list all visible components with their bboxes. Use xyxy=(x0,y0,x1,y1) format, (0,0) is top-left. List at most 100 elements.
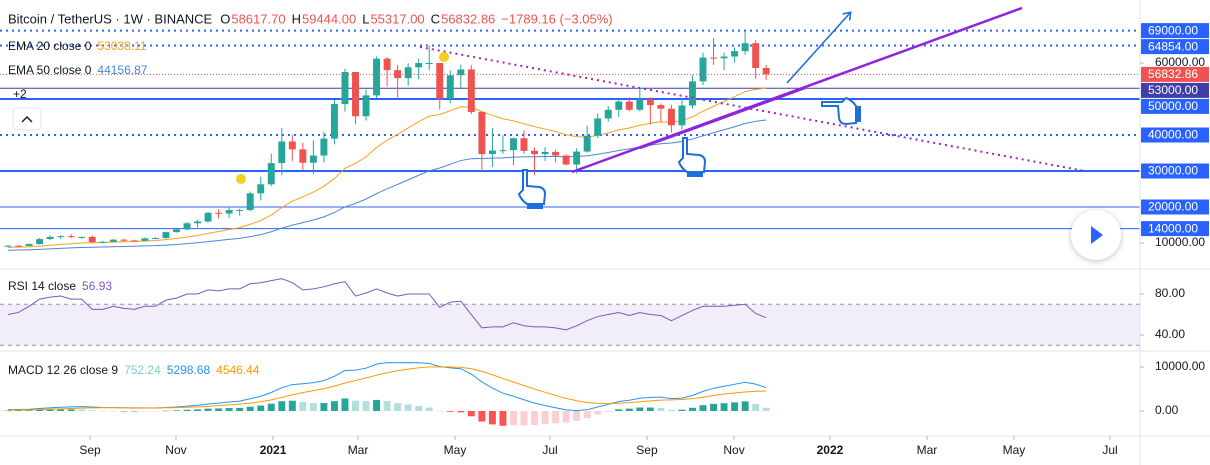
play-icon xyxy=(1091,226,1103,244)
macd-histogram-bar xyxy=(173,410,180,412)
x-tick-label: 2022 xyxy=(817,443,844,457)
candle-body xyxy=(531,150,538,155)
candle-body xyxy=(67,236,75,238)
candle-body xyxy=(762,67,770,75)
candle-body xyxy=(204,212,212,222)
macd-histogram-bar xyxy=(541,411,549,425)
macd-histogram-bar xyxy=(299,402,307,412)
macd-histogram-bar xyxy=(699,405,707,412)
macd-histogram-bar xyxy=(657,408,665,412)
macd-histogram-bar xyxy=(615,409,623,412)
arrow xyxy=(786,13,850,84)
hand-icon xyxy=(517,169,547,209)
price-label: 30000.00 xyxy=(1148,164,1198,178)
price-change: −1789.16 (−3.05%) xyxy=(501,11,612,26)
candle-body xyxy=(215,212,223,214)
x-tick-label: May xyxy=(1003,443,1026,457)
candle-body xyxy=(509,138,517,151)
macd-histogram-bar xyxy=(183,409,191,412)
legend-value: 53038.11 xyxy=(97,39,146,53)
macd-histogram-bar xyxy=(278,401,286,412)
x-tick-label: Jul xyxy=(542,443,557,457)
macd-histogram-bar xyxy=(373,399,381,412)
play-button[interactable] xyxy=(1071,210,1121,260)
legend-value: 44156.87 xyxy=(97,63,147,77)
ohlc-key: O xyxy=(220,11,230,26)
price-label-bg xyxy=(1141,66,1209,82)
macd-histogram-bar xyxy=(667,409,675,412)
candle-body xyxy=(151,238,159,240)
macd-histogram-bar xyxy=(130,411,138,412)
macd-histogram-bar xyxy=(710,403,718,412)
candle-body xyxy=(667,108,675,126)
candle-body xyxy=(520,138,528,151)
macd-histogram-bar xyxy=(246,406,254,412)
candle-body xyxy=(236,210,244,212)
hidden-indicators[interactable]: +2 xyxy=(13,87,27,101)
ohlc-value: 58617.70 xyxy=(231,11,285,26)
price-label: 14000.00 xyxy=(1148,221,1198,235)
candle-body xyxy=(615,101,623,110)
signal-line xyxy=(7,366,767,411)
macd-histogram-bar xyxy=(762,407,770,412)
macd-histogram-bar xyxy=(509,411,517,426)
candle-body xyxy=(288,141,296,150)
candle-body xyxy=(320,138,328,156)
macd-histogram-bar xyxy=(99,410,107,412)
macd-histogram-bar xyxy=(57,409,65,412)
collapse-button[interactable] xyxy=(12,107,42,131)
candle-body xyxy=(352,72,359,117)
candle-body xyxy=(625,101,633,110)
y-tick-label: 10000.00 xyxy=(1155,235,1205,249)
macd-histogram-bar xyxy=(162,410,170,412)
legend-name: EMA 50 close 0 xyxy=(8,63,92,77)
candle-body xyxy=(699,57,707,82)
candle-body xyxy=(299,149,307,163)
symbol: Bitcoin / TetherUS · 1W · BINANCE xyxy=(8,11,213,26)
candle-body xyxy=(720,56,728,59)
macd-histogram-bar xyxy=(320,402,328,412)
trend-line xyxy=(639,86,806,150)
candle-body xyxy=(267,163,275,185)
macd-histogram-bar xyxy=(678,409,686,412)
candle-body xyxy=(57,236,65,238)
macd-histogram-bar xyxy=(552,411,560,424)
macd-histogram-bar xyxy=(67,409,75,412)
hand-icon xyxy=(677,137,707,177)
candle-body xyxy=(109,239,117,242)
candle-body xyxy=(46,236,54,240)
macd-histogram-bar xyxy=(141,411,149,412)
drawings xyxy=(236,6,1086,209)
candle-body xyxy=(752,43,760,69)
macd-histogram-bar xyxy=(151,411,159,412)
candle-body xyxy=(646,99,654,106)
x-tick-label: May xyxy=(444,443,467,457)
candle-body xyxy=(4,245,12,247)
price-label-bg xyxy=(1141,221,1209,237)
x-tick-label: 2021 xyxy=(260,443,287,457)
candle-body xyxy=(173,229,180,233)
candle-body xyxy=(330,104,338,139)
candle-body xyxy=(446,75,454,99)
x-tick-label: Mar xyxy=(348,443,369,457)
candle-body xyxy=(678,105,686,126)
macd-histogram-bar xyxy=(436,410,444,412)
macd-histogram-bar xyxy=(120,411,128,412)
candle-body xyxy=(78,236,86,238)
macd-histogram-bar xyxy=(383,400,391,412)
macd-histogram-bar xyxy=(752,403,760,412)
macd-histogram-bar xyxy=(531,411,538,426)
rsi-line xyxy=(7,278,767,331)
price-label-bg xyxy=(1141,199,1209,215)
ohlc-key: C xyxy=(431,11,440,26)
ohlc-key: L xyxy=(362,11,369,26)
candle-body xyxy=(404,67,412,79)
macd-histogram-bar xyxy=(625,408,633,412)
legend-value: 752.24 xyxy=(124,363,161,377)
candle-body xyxy=(583,135,591,152)
candle-body xyxy=(467,69,475,112)
candle-body xyxy=(731,51,739,57)
macd-histogram-bar xyxy=(194,409,202,412)
candle-body xyxy=(436,63,444,99)
